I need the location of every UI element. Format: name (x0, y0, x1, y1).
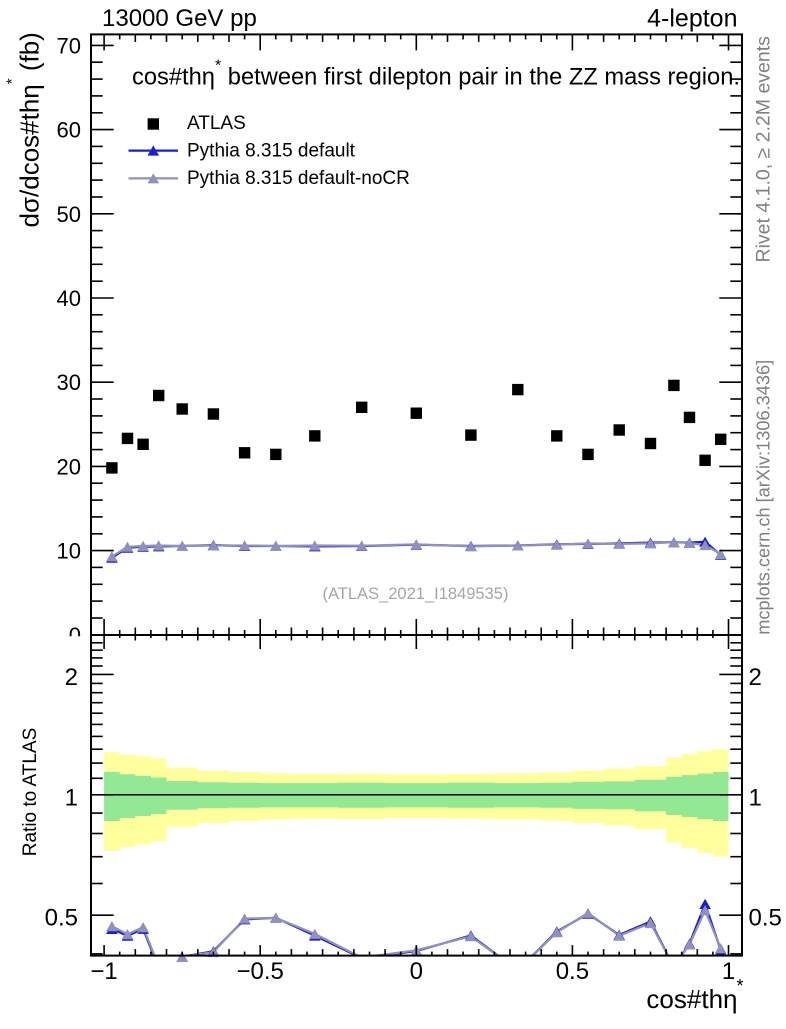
svg-text:10: 10 (57, 539, 81, 564)
svg-text:Pythia 8.315 default-noCR: Pythia 8.315 default-noCR (187, 168, 410, 189)
svg-text:ATLAS: ATLAS (187, 113, 246, 134)
svg-text:−0.5: −0.5 (237, 958, 284, 985)
svg-text:0.5: 0.5 (45, 905, 78, 932)
svg-text:60: 60 (57, 118, 81, 143)
svg-text:cos#thη: cos#thη (646, 984, 737, 1014)
svg-text:40: 40 (57, 286, 81, 311)
svg-text:2: 2 (749, 664, 762, 691)
svg-text:70: 70 (57, 33, 81, 58)
svg-text:(ATLAS_2021_I1849535): (ATLAS_2021_I1849535) (323, 585, 509, 603)
svg-text:20: 20 (57, 454, 81, 479)
svg-text:Ratio to ATLAS: Ratio to ATLAS (20, 728, 41, 857)
svg-text:30: 30 (57, 370, 81, 395)
svg-text:−1: −1 (90, 958, 117, 985)
svg-text:mcplots.cern.ch [arXiv:1306.34: mcplots.cern.ch [arXiv:1306.3436] (754, 360, 774, 635)
svg-text:0.5: 0.5 (749, 905, 782, 932)
svg-text:0: 0 (410, 958, 423, 985)
svg-text:0: 0 (69, 623, 81, 648)
svg-text:2: 2 (65, 664, 78, 691)
svg-text:50: 50 (57, 202, 81, 227)
svg-text:13000 GeV pp: 13000 GeV pp (102, 5, 257, 32)
svg-text:1: 1 (722, 958, 735, 985)
svg-text:Pythia 8.315 default: Pythia 8.315 default (187, 140, 356, 161)
svg-text:1: 1 (65, 784, 78, 811)
svg-text:Rivet 4.1.0, ≥ 2.2M events: Rivet 4.1.0, ≥ 2.2M events (753, 36, 775, 263)
svg-text:0.5: 0.5 (556, 958, 589, 985)
svg-text:*: * (737, 976, 744, 996)
svg-text:1: 1 (749, 784, 762, 811)
svg-text:4-lepton: 4-lepton (647, 5, 737, 33)
